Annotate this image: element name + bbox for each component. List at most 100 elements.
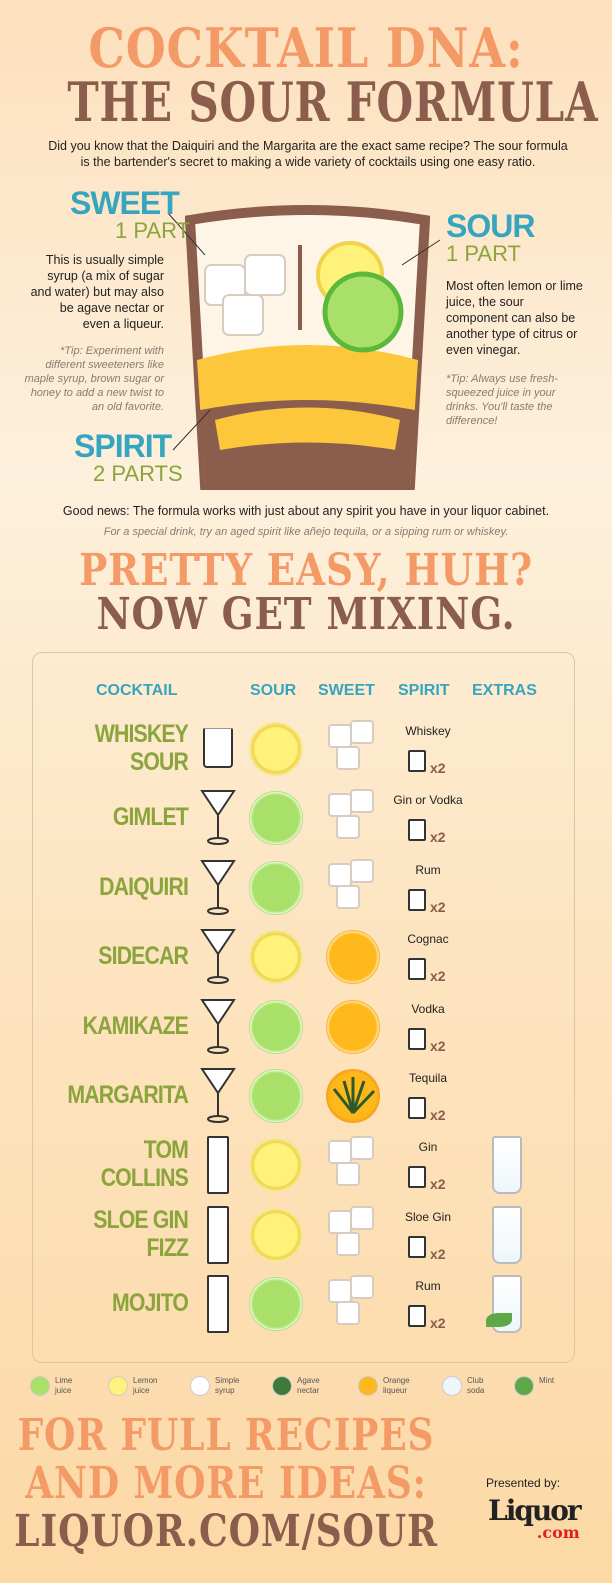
highball-glass-icon [207, 1205, 229, 1264]
intro-text: Did you know that the Daiquiri and the M… [48, 139, 568, 169]
header-spirit: SPIRIT [398, 682, 450, 699]
legend-label: Orange liqueur [383, 1376, 410, 1395]
lemon-icon [108, 1376, 128, 1396]
martini-glass-icon [200, 928, 236, 985]
shot-glass-icon [408, 1166, 426, 1189]
mint-icon [486, 1313, 512, 1328]
legend-label: Lemon juice [133, 1376, 158, 1395]
sweet-tip: *Tip: Experiment with different sweetene… [24, 345, 164, 413]
header-extras: EXTRAS [472, 682, 537, 699]
ice-cube [328, 724, 352, 748]
lime-icon [249, 791, 303, 846]
ice-cube [336, 746, 360, 770]
ice-cube [350, 789, 374, 814]
cocktail-name: WHISKEY SOUR [94, 720, 189, 776]
ice-cube [350, 858, 374, 883]
lime-icon [249, 1277, 303, 1332]
sour-label: SOUR [446, 208, 535, 244]
sour-parts: 1 PART [446, 241, 521, 266]
rocks-glass-illustration [185, 205, 430, 490]
good-news-text: Good news: The formula works with just a… [62, 504, 550, 518]
sweet-label: SWEET [70, 185, 180, 221]
table-row: GIMLET Gin or Vodka x2 [0, 785, 612, 854]
cocktail-name: MOJITO [112, 1289, 189, 1318]
multiplier: x2 [430, 1037, 446, 1054]
shot-glass-icon [408, 750, 426, 772]
legend-label: Simple syrup [215, 1376, 240, 1395]
club-soda-icon [492, 1205, 522, 1264]
agave-icon [272, 1376, 292, 1396]
pointer-lines [167, 212, 441, 451]
ice-cube [336, 884, 360, 909]
title-line-2: THE SOUR FORMULA [67, 70, 599, 134]
rocks-glass-icon [203, 728, 233, 768]
special-drink-tip: For a special drink, try an aged spirit … [103, 526, 509, 538]
orange-icon [358, 1376, 378, 1396]
cocktail-name: SLOE GIN FIZZ [93, 1205, 189, 1262]
spirit-label: SPIRIT [74, 428, 172, 464]
ice-cube [336, 1162, 360, 1187]
lemon-icon [249, 722, 303, 776]
multiplier: x2 [430, 1107, 446, 1123]
multiplier: x2 [430, 1245, 446, 1262]
ice-cube [350, 1136, 374, 1161]
syrup-icon [190, 1376, 210, 1396]
table-row: TOM COLLINS Gin x2 [0, 1132, 612, 1201]
spirit-name: Sloe Gin [404, 1209, 452, 1224]
spirit-name: Gin [418, 1140, 438, 1155]
footer-link[interactable]: LIQUOR.COM/SOUR [14, 1506, 438, 1557]
mint-icon [514, 1376, 534, 1396]
spirit-name: Vodka [411, 1001, 445, 1016]
lime-icon [249, 999, 303, 1054]
martini-glass-icon [200, 789, 236, 846]
shot-glass-icon [408, 1305, 426, 1328]
spirit-name: Tequila [408, 1071, 448, 1085]
simple-syrup-icon [326, 789, 380, 849]
shot-glass-icon [408, 819, 426, 842]
multiplier: x2 [430, 1176, 446, 1193]
simple-syrup-icon [326, 1275, 380, 1335]
simple-syrup-icon [326, 1205, 380, 1266]
header-cocktail: COCKTAIL [96, 682, 178, 699]
cocktail-name: KAMIKAZE [82, 1011, 189, 1040]
shot-glass-icon [408, 1235, 426, 1258]
lemon-icon [249, 1207, 303, 1262]
liquor-com-logo[interactable]: Liquor .com [488, 1494, 582, 1542]
ice-cube [350, 720, 374, 744]
sweet-description: This is usually simple syrup (a mix of s… [30, 253, 164, 331]
sour-tip: *Tip: Always use fresh-squeezed juice in… [446, 373, 558, 427]
cocktail-name: MARGARITA [67, 1081, 188, 1109]
legend-label: Agave nectar [297, 1376, 320, 1395]
spirit-name: Whiskey [405, 724, 451, 738]
lime-slice-icon [322, 271, 404, 353]
ice-cube [328, 862, 352, 887]
multiplier: x2 [430, 829, 446, 846]
spirit-name: Rum [415, 862, 441, 877]
table-row: DAIQUIRI Rum x2 [0, 855, 612, 924]
legend-label: Lime juice [55, 1376, 73, 1395]
martini-glass-icon [200, 1067, 236, 1123]
presented-by: Presented by: [486, 1476, 561, 1490]
simple-syrup-icon [326, 1136, 380, 1196]
legend-label: Mint [539, 1376, 555, 1385]
ice-cube [350, 1275, 374, 1300]
ice-cube [336, 815, 360, 840]
cocktail-name: GIMLET [112, 803, 189, 832]
spirit-name: Cognac [407, 932, 449, 947]
title-line-1: COCKTAIL DNA: [88, 16, 524, 80]
sour-description: Most often lemon or lime juice, the sour… [446, 279, 583, 357]
table-row: MOJITO Rum x2 [0, 1271, 612, 1340]
multiplier: x2 [430, 898, 446, 915]
header-sour: SOUR [250, 682, 297, 699]
shot-glass-icon [408, 888, 426, 911]
shot-glass-icon [408, 1027, 426, 1050]
table-row: SIDECAR Cognac x2 [0, 924, 612, 993]
ice-cube [336, 1231, 360, 1256]
spirit-name: Rum [415, 1279, 441, 1294]
highball-glass-icon [207, 1275, 229, 1334]
header-sweet: SWEET [318, 682, 375, 699]
soda-icon [442, 1376, 462, 1396]
ice-cube [350, 1205, 374, 1230]
mid-title-line-1: PRETTY EASY, HUH? [79, 545, 533, 596]
spirit-name: Gin or Vodka [393, 793, 463, 808]
